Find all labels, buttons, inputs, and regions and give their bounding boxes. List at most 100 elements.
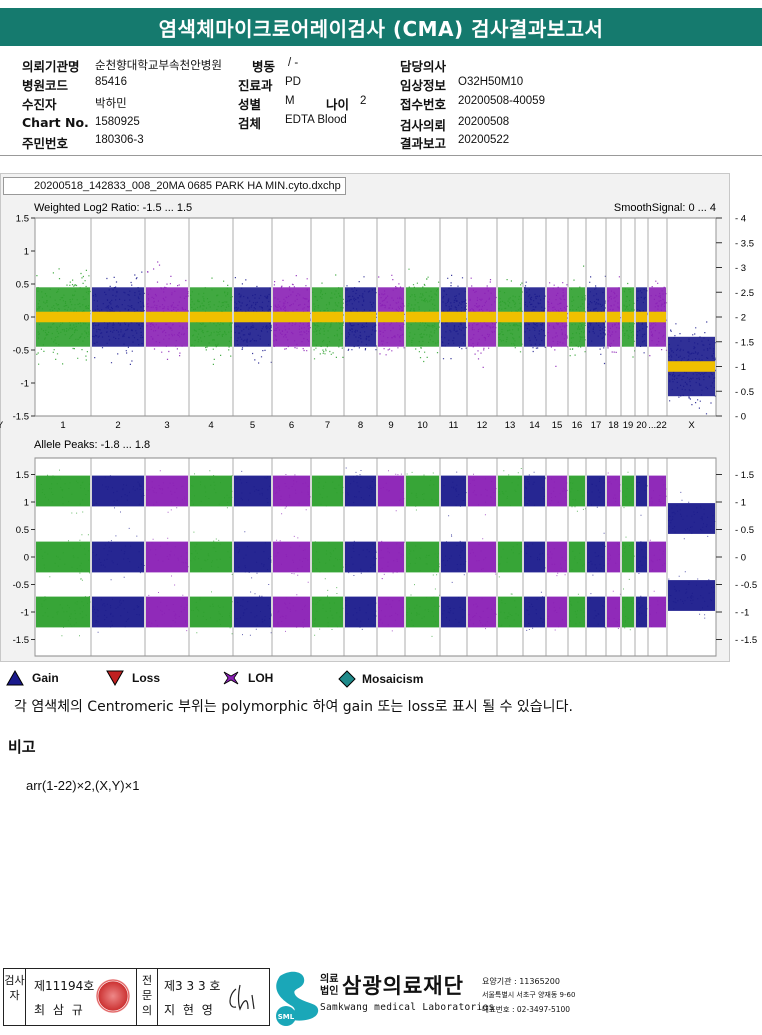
loh-star-icon xyxy=(223,671,239,685)
doctor-label: 담당의사 xyxy=(400,59,447,74)
specialist-signature-icon xyxy=(229,984,255,1011)
chromosome-label: 15 xyxy=(552,420,563,431)
examinee-value: 박하민 xyxy=(95,96,127,110)
log2-segment-chr-16 xyxy=(569,265,587,357)
file-tab[interactable]: 20200518_142833_008_20MA 0685 PARK HA MI… xyxy=(3,177,346,195)
plot-axes: 1234567891011121314151617181920...22XY1.… xyxy=(0,214,757,656)
legend-gain: Gain xyxy=(6,670,59,686)
chromosome-label: 11 xyxy=(449,420,459,431)
remarks-value: arr(1-22)×2,(X,Y)×1 xyxy=(26,778,140,793)
allele-segment-chr-6 xyxy=(273,474,311,632)
sml-logo-text: SML xyxy=(278,1013,295,1021)
chromosome-label: 4 xyxy=(208,420,213,431)
log2-segment-chr-12 xyxy=(468,277,497,368)
legend: Gain Loss LOH Mosaicism xyxy=(0,670,762,692)
smooth-signal-tick-label: - 2.5 xyxy=(735,288,754,299)
allele-segment-chr-10 xyxy=(406,471,440,637)
log2-segment-chr-...22 xyxy=(649,280,668,357)
smooth-signal-tick-label: - 4 xyxy=(735,214,746,225)
dept-value: PD xyxy=(285,76,301,88)
chromosome-label: X xyxy=(688,420,695,431)
chromosome-label: 9 xyxy=(388,420,393,431)
allele-segment-chr-17 xyxy=(587,475,606,629)
resident-label: 주민번호 xyxy=(22,136,69,151)
examiner-label: 검사자 xyxy=(4,969,26,1025)
centromeric-note: 각 염색체의 Centromeric 부위는 polymorphic 하여 ga… xyxy=(14,699,573,715)
log2-segment-chr-3 xyxy=(146,261,189,360)
allele-segment-chr-8 xyxy=(345,467,377,630)
log2-segment-chr-5 xyxy=(234,277,272,364)
allele-segment-chr-2 xyxy=(92,475,145,633)
allele-left-tick-label: 1 xyxy=(24,498,29,509)
allele-segment-chr-20 xyxy=(636,475,648,628)
smooth-signal-tick-label: - 0.5 xyxy=(735,387,754,398)
allele-left-tick-label: -0.5 xyxy=(13,580,29,591)
log2-segment-chr-13 xyxy=(498,279,524,353)
smooth-signal-tick-label: - 2 xyxy=(735,313,746,324)
chromosome-label: 3 xyxy=(164,420,169,431)
smooth-signal-tick-label: - 0 xyxy=(735,412,746,423)
allele-left-tick-label: 0 xyxy=(24,553,29,564)
gain-triangle-icon xyxy=(6,670,24,686)
chromosome-label: 1 xyxy=(60,420,65,431)
hospital-code-value: 85416 xyxy=(95,76,127,88)
sex-value: M xyxy=(285,95,295,107)
allele-right-tick-label: - -1.5 xyxy=(735,635,757,646)
phone: 대표번호 : 02-3497-5100 xyxy=(482,1005,571,1014)
log2-segment-chr-7 xyxy=(312,274,345,360)
allele-segment-chr-16 xyxy=(569,475,586,628)
chromosome-label: 19 xyxy=(623,420,634,431)
chromosome-label: 7 xyxy=(325,420,330,431)
examiner-license: 제11194호 xyxy=(34,979,95,993)
allele-right-tick-label: - -0.5 xyxy=(735,580,757,591)
age-label: 나이 xyxy=(326,97,350,112)
log2-tick-label: -1 xyxy=(21,379,29,390)
sex-label: 성별 xyxy=(238,97,262,112)
ward-label: 병동 xyxy=(252,59,276,74)
allele-peaks-plot xyxy=(34,457,717,657)
log2-segment-chr-6 xyxy=(273,275,311,352)
sml-logo-icon: SML xyxy=(276,971,319,1026)
log2-segment-chr-X xyxy=(668,321,717,415)
chromosome-label: ...22 xyxy=(648,420,667,431)
log2-segment-chr-19 xyxy=(622,282,636,358)
allele-segment-chr-7 xyxy=(312,475,344,636)
patient-info: 의뢰기관명 순천향대학교부속천안병원 병동 / - 담당의사 병원코드 8541… xyxy=(0,52,762,151)
log2-segment-chr-14 xyxy=(524,281,546,353)
hospital-code-label: 병원코드 xyxy=(22,78,69,93)
allele-segment-chr-15 xyxy=(547,475,568,631)
allele-left-tick-label: 1.5 xyxy=(16,470,29,481)
log2-tick-label: 1 xyxy=(24,247,29,258)
chromosome-label: 14 xyxy=(529,420,540,431)
chromosome-label: 10 xyxy=(417,420,428,431)
signature-box: 검사자 제11194호 최 삼 규 전문의 제3 3 3 호 지 현 영 xyxy=(3,968,270,1026)
chromosome-label: 13 xyxy=(505,420,516,431)
specialist-license: 제3 3 3 호 xyxy=(164,979,221,993)
address: 서울특별시 서초구 양재동 9-60 xyxy=(482,991,576,999)
log2-segment-chr-11 xyxy=(441,274,468,360)
legend-mosaicism: Mosaicism xyxy=(338,670,423,688)
dept-label: 진료과 xyxy=(238,78,273,93)
chromosome-label: 20 xyxy=(636,420,647,431)
smooth-signal-tick-label: - 3.5 xyxy=(735,238,754,249)
examiner-seal-icon xyxy=(96,979,130,1013)
log2-tick-label: 0 xyxy=(24,313,29,324)
allele-left-tick-label: -1 xyxy=(21,608,29,619)
request-value: 20200508 xyxy=(458,116,510,128)
institution-label: 의뢰기관명 xyxy=(22,59,80,74)
report-label: 결과보고 xyxy=(400,136,447,151)
report-value: 20200522 xyxy=(458,134,510,146)
specialist-label: 전문의 xyxy=(136,969,158,1025)
log2-segment-chr-20 xyxy=(636,287,648,354)
specimen-value: EDTA Blood xyxy=(285,114,347,126)
chromosome-label: 6 xyxy=(289,420,294,431)
divider xyxy=(0,155,762,156)
org-name: 삼광의료재단 xyxy=(342,974,464,998)
sml-logo: SML 의료법인 삼광의료재단 Samkwang medical Laborat… xyxy=(270,966,760,1028)
ward-value: / - xyxy=(288,57,299,69)
allele-segment-chr-18 xyxy=(607,472,621,629)
allele-right-tick-label: - 0 xyxy=(735,553,746,564)
chromosome-label: 2 xyxy=(115,420,120,431)
smooth-signal-tick-label: - 3 xyxy=(735,263,746,274)
log2-segment-chr-1 xyxy=(36,268,92,365)
